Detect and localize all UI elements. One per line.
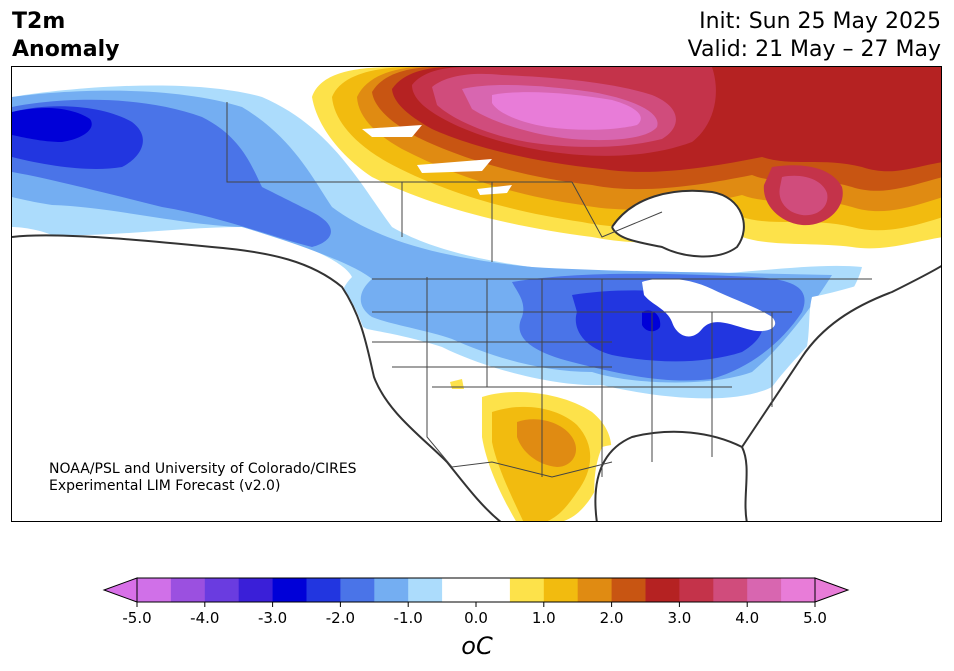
- colorbar-tick-label: -5.0: [122, 609, 151, 627]
- colorbar-swatch: [713, 578, 748, 602]
- colorbar-swatch: [747, 578, 782, 602]
- water-bodies: [12, 125, 941, 521]
- map-canvas: [12, 67, 941, 521]
- arctic-channels: [362, 125, 512, 195]
- colorbar-swatch: [306, 578, 341, 602]
- colorbar-tick-label: 4.0: [735, 609, 759, 627]
- colorbar-swatch: [611, 578, 646, 602]
- colorbar-unit-label: oC: [0, 632, 954, 660]
- credit-annotation: NOAA/PSL and University of Colorado/CIRE…: [49, 461, 357, 495]
- colorbar-tick-label: 3.0: [667, 609, 691, 627]
- state-borders: [372, 279, 792, 477]
- colorbar-swatch: [170, 578, 206, 602]
- warm-anomaly-field: [312, 67, 941, 521]
- title-line-2: Anomaly: [12, 37, 120, 62]
- valid-range: Valid: 21 May – 27 May: [687, 37, 941, 62]
- colorbar-tick-label: -4.0: [190, 609, 219, 627]
- forecast-dates: Init: Sun 25 May 2025 Valid: 21 May – 27…: [688, 8, 941, 64]
- colorbar-swatch: [645, 578, 680, 602]
- colorbar-tick-label: -3.0: [258, 609, 287, 627]
- country-borders: [226, 102, 872, 478]
- colorbar-swatch: [577, 578, 613, 602]
- great-lakes: [642, 278, 776, 337]
- colorbar-graphic: -5.0 -4.0 -3.0 -2.0 -1.0 0.0 1.0 2.0 3.0 4.0 5.0: [102, 577, 850, 627]
- colorbar-swatch: [204, 578, 240, 602]
- credit-line-1: NOAA/PSL and University of Colorado/CIRE…: [49, 461, 357, 477]
- colorbar-tick-label: 0.0: [464, 609, 488, 627]
- coastline: [12, 189, 941, 521]
- colorbar-swatch: [679, 578, 714, 602]
- colorbar-swatch: [476, 578, 511, 602]
- colorbar-swatch: [442, 578, 477, 602]
- colorbar: -5.0 -4.0 -3.0 -2.0 -1.0 0.0 1.0 2.0 3.0 4.0 5.0: [0, 570, 954, 670]
- map-title: T2m Anomaly: [12, 8, 119, 64]
- colorbar-tick-label: -1.0: [394, 609, 423, 627]
- cold-anomaly-level-4: [12, 106, 763, 362]
- pacific-ocean: [12, 242, 462, 521]
- gulf-of-mexico: [594, 440, 772, 521]
- title-line-1: T2m: [12, 9, 66, 34]
- colorbar-swatch: [543, 578, 579, 602]
- colorbar-swatch: [509, 578, 545, 602]
- political-boundaries: [12, 102, 941, 521]
- hudson-bay: [612, 190, 744, 257]
- colorbar-tick-label: 2.0: [600, 609, 624, 627]
- colorbar-swatch: [137, 578, 172, 602]
- colorbar-swatch: [340, 578, 375, 602]
- warm-anomaly-level-9: [492, 92, 641, 130]
- colorbar-tick-label: 1.0: [532, 609, 556, 627]
- colorbar-tick-label: -2.0: [326, 609, 355, 627]
- credit-line-2: Experimental LIM Forecast (v2.0): [49, 478, 281, 494]
- cold-anomaly-level-5: [12, 107, 661, 332]
- colorbar-swatch: [781, 578, 816, 602]
- colorbar-extend-low: [102, 577, 138, 603]
- colorbar-extend-high: [814, 577, 850, 603]
- init-date: Init: Sun 25 May 2025: [699, 9, 941, 34]
- anomaly-map: [11, 66, 942, 522]
- colorbar-tick-label: 5.0: [803, 609, 827, 627]
- colorbar-swatch: [272, 578, 307, 602]
- cold-anomaly-field: [12, 85, 862, 399]
- colorbar-swatch: [408, 578, 443, 602]
- colorbar-swatch: [374, 578, 409, 602]
- unit-text: oC: [461, 632, 493, 660]
- colorbar-swatch: [238, 578, 274, 602]
- atlantic-ocean: [763, 257, 941, 521]
